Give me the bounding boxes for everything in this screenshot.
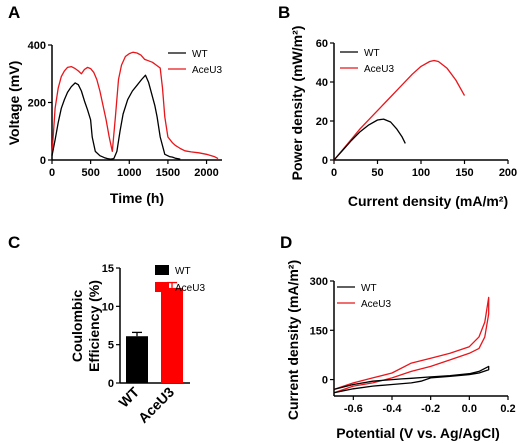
x-tick-label-a: 0 <box>49 167 55 179</box>
panel-letter-c: C <box>8 233 20 252</box>
y-tick-label-d: 150 <box>310 325 328 337</box>
y-tick-label-a: 400 <box>28 40 46 52</box>
x-tick-label-a: 2000 <box>194 167 218 179</box>
panel-letter-d: D <box>280 233 292 252</box>
x-tick-label-d: -0.6 <box>344 403 363 415</box>
x-axis-title-b: Current density (mA/m²) <box>348 193 508 209</box>
bar-aceu3 <box>161 287 183 383</box>
x-tick-label-d: -0.2 <box>421 403 440 415</box>
y-tick-label-a: 200 <box>28 98 46 110</box>
series-line-a-wt <box>51 74 181 160</box>
y-tick-label-b: 60 <box>316 38 328 50</box>
legend-label-b-aceu3: AceU3 <box>364 64 394 75</box>
x-tick-label-d: -0.4 <box>383 403 403 415</box>
y-tick-label-a: 0 <box>40 155 46 167</box>
series-line-b-wt <box>333 118 406 161</box>
y-tick-label-d: 300 <box>310 276 328 288</box>
x-tick-label-a: 1500 <box>156 167 180 179</box>
y-axis-title-c-line1: Coulombic <box>69 290 85 363</box>
series-line-d-aceu3 <box>333 296 490 394</box>
legend-label-b-wt: WT <box>364 48 380 59</box>
y-tick-label-b: 40 <box>316 77 328 89</box>
legend-label-c-aceu3: AceU3 <box>175 283 205 294</box>
legend-label-a-aceu3: AceU3 <box>192 65 222 76</box>
legend-swatch-c-aceu3 <box>155 282 169 292</box>
x-tick-label-d: 0.2 <box>500 403 515 415</box>
x-tick-label-a: 1000 <box>117 167 141 179</box>
x-tick-label-c: AceU3 <box>135 384 177 426</box>
x-axis-title-d: Potential (V vs. Ag/AgCl) <box>336 425 500 441</box>
y-axis-title-b: Power density (mW/m²) <box>289 26 305 181</box>
x-tick-label-b: 100 <box>412 167 430 179</box>
x-tick-label-c: WT <box>115 383 142 410</box>
series-line-b-aceu3 <box>333 59 466 161</box>
y-tick-label-c: 15 <box>102 263 114 275</box>
x-tick-label-b: 200 <box>499 167 517 179</box>
x-tick-label-b: 150 <box>455 167 473 179</box>
y-tick-label-c: 0 <box>108 378 114 390</box>
y-tick-label-c: 10 <box>102 301 114 313</box>
legend-swatch-c-wt <box>155 265 169 275</box>
legend-label-a-wt: WT <box>192 49 208 60</box>
legend-label-d-aceu3: AceU3 <box>361 299 391 310</box>
y-axis-title-d: Current density (mA/m²) <box>285 260 301 420</box>
panel-letter-b: B <box>278 3 290 22</box>
y-axis-title-a: Voltage (mV) <box>6 61 22 146</box>
panel-letter-a: A <box>8 3 20 22</box>
x-tick-label-a: 500 <box>81 167 99 179</box>
y-tick-label-d: 0 <box>322 375 328 387</box>
y-axis-title-c-line2: Efficiency (%) <box>86 280 102 372</box>
y-tick-label-c: 5 <box>108 340 114 352</box>
x-axis-title-a: Time (h) <box>110 190 164 206</box>
legend-label-c-wt: WT <box>175 266 191 277</box>
y-tick-label-b: 0 <box>322 155 328 167</box>
x-tick-label-b: 0 <box>331 167 337 179</box>
series-line-a-aceu3 <box>51 51 219 160</box>
legend-label-d-wt: WT <box>361 283 377 294</box>
y-tick-label-b: 20 <box>316 116 328 128</box>
x-tick-label-d: 0.0 <box>462 403 477 415</box>
series-line-d-wt <box>333 365 490 394</box>
bar-wt <box>126 336 148 383</box>
x-tick-label-b: 50 <box>371 167 383 179</box>
